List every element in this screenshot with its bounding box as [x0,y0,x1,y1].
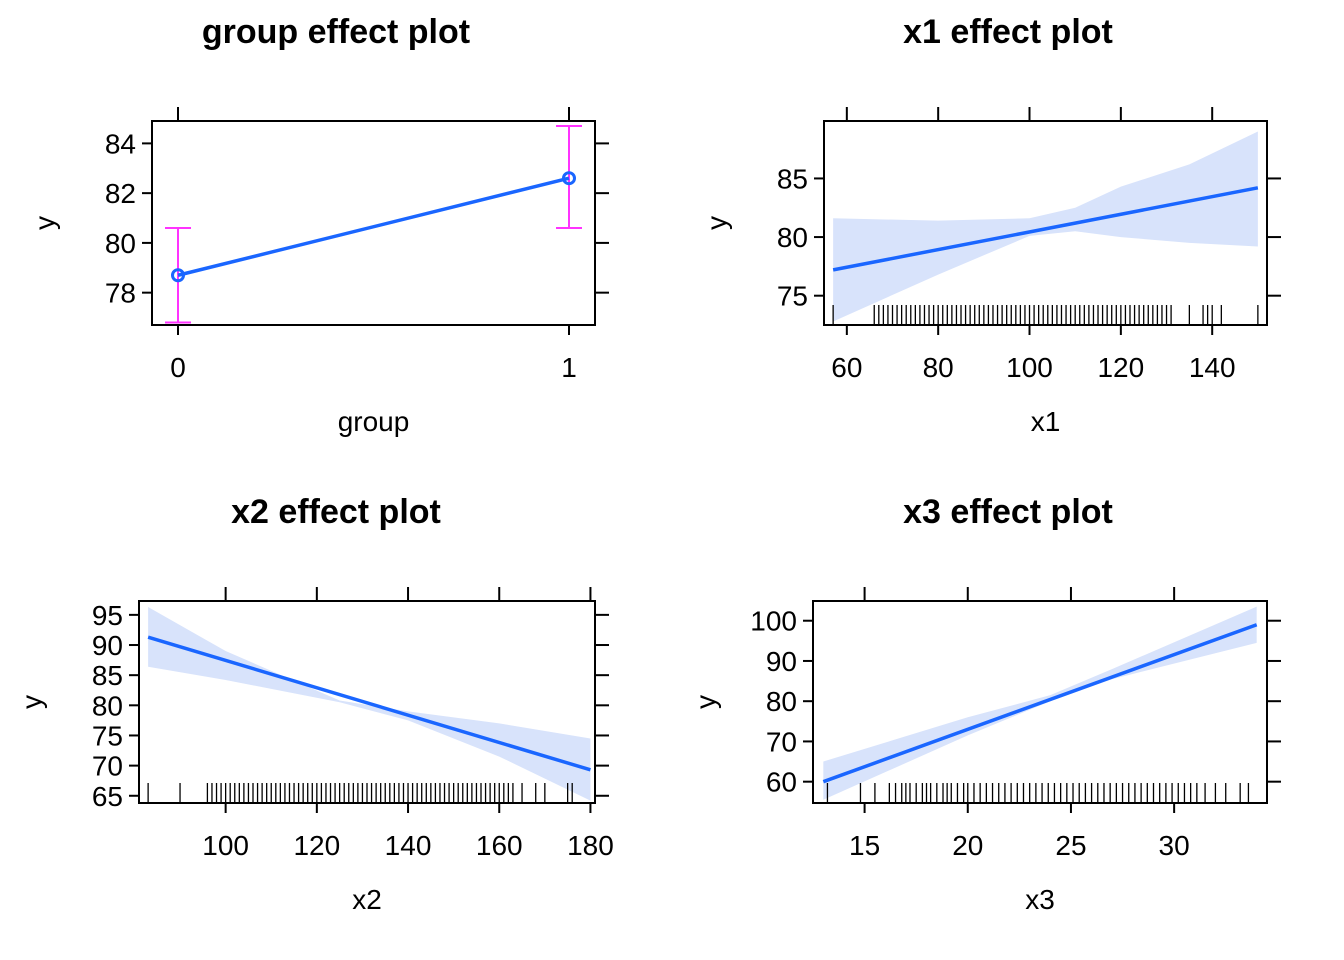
plot-frame [151,120,596,326]
y-tick-label: 90 [92,630,123,661]
x-axis-label: x1 [1031,406,1061,437]
panel-1: group effect plot 0 1 78 80 82 84 group y [29,13,609,437]
panel-2: x1 effect plot 60 80 100 120 140 75 80 85 x1 y [701,13,1281,437]
effect-point [562,171,576,186]
y-tick-label: 80 [766,686,797,717]
x-tick-label: 140 [385,830,432,861]
panel-4: x3 effect plot 15 20 25 30 60 70 80 90 100 x3 y [690,493,1281,915]
y-tick-label: 75 [92,720,123,751]
x-tick-label: 80 [923,352,954,383]
x-tick-label: 140 [1189,352,1236,383]
x-tick-label: 120 [293,830,340,861]
y-tick-label: 70 [92,751,123,782]
x-tick-label: 25 [1055,830,1086,861]
y-tick-label: 84 [105,128,136,159]
y-tick-label: 85 [92,660,123,691]
x-tick-label: 1 [561,352,577,383]
x-tick-label: 20 [952,830,983,861]
y-axis-label: y [29,216,60,230]
y-axis-label: y [701,216,732,230]
fitted-line [822,623,1258,784]
y-axis-label: y [690,695,721,709]
x-axis-label: x2 [352,884,382,915]
y-tick-label: 70 [766,726,797,757]
panel-title: x3 effect plot [903,493,1113,531]
panel-title: x1 effect plot [903,13,1113,51]
plot-frame [823,120,1268,326]
effect-point [171,268,185,283]
plot-frame [138,600,596,804]
y-tick-label: 80 [777,222,808,253]
fitted-line [832,186,1259,272]
x-tick-label: 100 [202,830,249,861]
x-tick-label: 15 [849,830,880,861]
fitted-line [177,176,570,277]
x-axis-label: group [338,406,410,437]
y-tick-label: 90 [766,646,797,677]
x-tick-label: 30 [1159,830,1190,861]
fitted-line [147,635,591,772]
y-tick-label: 75 [777,281,808,312]
y-tick-label: 80 [92,690,123,721]
x-tick-label: 100 [1006,352,1053,383]
y-tick-label: 100 [750,606,797,637]
y-tick-label: 80 [105,228,136,259]
x-axis-label: x3 [1025,884,1055,915]
y-tick-label: 82 [105,178,136,209]
x-tick-label: 120 [1097,352,1144,383]
y-tick-label: 65 [92,781,123,812]
panel-title: x2 effect plot [231,493,441,531]
panel-title: group effect plot [202,13,470,51]
x-tick-label: 0 [170,352,186,383]
x-tick-label: 180 [567,830,614,861]
y-tick-label: 95 [92,600,123,631]
y-axis-label: y [16,695,47,709]
y-tick-label: 78 [105,278,136,309]
x-tick-label: 60 [831,352,862,383]
confidence-band [833,131,1258,322]
y-tick-label: 60 [766,767,797,798]
y-tick-label: 85 [777,163,808,194]
x-tick-label: 160 [476,830,523,861]
